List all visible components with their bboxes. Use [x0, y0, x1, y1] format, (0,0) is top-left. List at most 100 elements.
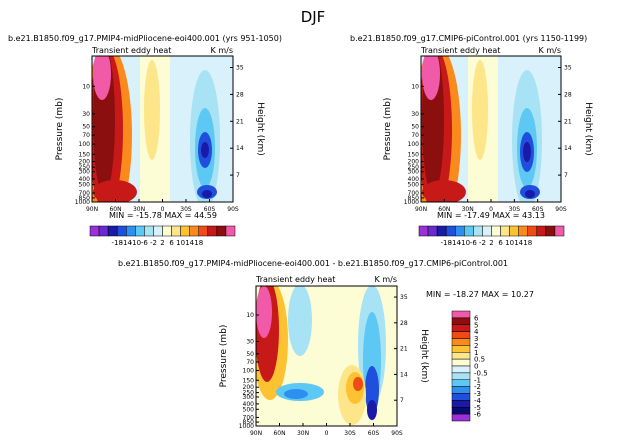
- colorbar-label: -6: [141, 239, 149, 247]
- colorbar-label: 18: [523, 239, 532, 247]
- y2-tick-label: 28: [400, 320, 408, 327]
- panel-2: b.e21.B1850.f09_g17.CMIP6-piControl.001 …: [350, 34, 593, 220]
- field-sh-warm-core: [353, 377, 363, 391]
- colorbar-label: -4: [474, 397, 482, 405]
- y-tick-label: 30: [246, 338, 254, 345]
- panel-1-y2label: Height (km): [255, 102, 265, 156]
- y-tick-label: 150: [79, 151, 91, 158]
- colorbar-swatch: [98, 225, 109, 237]
- y-tick-label: 850: [243, 419, 255, 426]
- colorbar-label: 10: [176, 239, 185, 247]
- x-tick-label: 30N: [133, 206, 145, 213]
- colorbar-label: 0.5: [474, 356, 485, 364]
- y2-tick-label: 14: [236, 145, 244, 152]
- colorbar-swatch: [536, 225, 547, 237]
- colorbar-swatch: [427, 225, 438, 237]
- y-tick-label: 150: [408, 151, 420, 158]
- colorbar-swatch: [482, 225, 492, 237]
- x-tick-label: 60N: [438, 206, 450, 213]
- colorbar-swatch: [198, 225, 209, 237]
- y-tick-label: 700: [79, 190, 91, 197]
- colorbar-swatch: [473, 225, 483, 237]
- y2-tick-label: 21: [400, 346, 408, 353]
- colorbar-label: 0: [474, 363, 478, 371]
- field-sh-surface-core: [202, 190, 212, 198]
- colorbar-swatch: [554, 225, 565, 237]
- field-sh-jet-core: [201, 142, 209, 158]
- y-tick-label: 200: [408, 159, 420, 166]
- colorbar-label: 5: [474, 321, 478, 329]
- y-tick-label: 10: [411, 83, 419, 90]
- colorbar-label: 4: [474, 328, 479, 336]
- colorbar-swatch: [527, 225, 538, 237]
- y-tick-label: 500: [243, 406, 255, 413]
- colorbar-label: 14: [185, 239, 194, 247]
- colorbar-label: 2: [489, 239, 493, 247]
- panel-3-title: b.e21.B1850.f09_g17.PMIP4-midPliocene-eo…: [118, 259, 508, 268]
- panel-2-stats: MIN = -17.49 MAX = 43.13: [437, 211, 545, 220]
- colorbar-swatch: [207, 225, 218, 237]
- panel-1-field: [92, 56, 233, 202]
- colorbar-swatch: [500, 225, 510, 237]
- colorbar-swatch: [545, 225, 556, 237]
- colorbar-label: 1: [474, 349, 478, 357]
- axis-ticks: 90N 60N 30N 0 30S 60S 90S103050701001502002503…: [75, 65, 572, 437]
- x-tick-label: 90N: [250, 430, 262, 437]
- y-tick-label: 1000: [75, 199, 90, 206]
- colorbar-swatch: [445, 225, 456, 237]
- colorbar-swatch: [451, 358, 471, 367]
- y-tick-label: 400: [243, 401, 255, 408]
- colorbar-label: -14: [121, 239, 133, 247]
- colorbar-swatch: [126, 225, 136, 237]
- field-nh-max: [93, 56, 111, 100]
- colorbar-swatch: [451, 317, 471, 325]
- y2-tick-label: 7: [400, 397, 404, 404]
- y-tick-label: 10: [246, 312, 254, 319]
- x-tick-label: 60N: [273, 430, 285, 437]
- y-tick-label: 30: [411, 111, 419, 118]
- colorbar-swatch: [451, 393, 471, 401]
- colorbar-label: -14: [450, 239, 462, 247]
- y-tick-label: 300: [408, 169, 420, 176]
- panel-2-ylabel: Pressure (mb): [383, 98, 393, 161]
- colorbar-label: -18: [440, 239, 451, 247]
- colorbar-label: -2: [479, 239, 486, 247]
- colorbar-label: 2: [160, 239, 164, 247]
- x-tick-label: 0: [161, 206, 165, 213]
- y-tick-label: 70: [411, 132, 419, 139]
- x-tick-label: 90N: [86, 206, 98, 213]
- colorbar-label: 6: [498, 239, 503, 247]
- y-tick-label: 250: [243, 390, 255, 397]
- panel-2-field: [421, 56, 561, 202]
- x-tick-label: 90N: [415, 206, 427, 213]
- field-sh-jet-core: [523, 142, 531, 162]
- y-tick-label: 500: [408, 182, 420, 189]
- y2-tick-label: 35: [564, 65, 572, 72]
- panel-3-stats: MIN = -18.27 MAX = 10.27: [426, 290, 534, 299]
- colorbar-swatch: [116, 225, 127, 237]
- panel-3-ylabel: Pressure (mb): [219, 325, 229, 388]
- y-tick-label: 500: [79, 182, 91, 189]
- colorbar-label: 18: [194, 239, 203, 247]
- x-tick-label: 0: [325, 430, 329, 437]
- y2-tick-label: 35: [400, 294, 408, 301]
- y-tick-label: 100: [79, 141, 91, 148]
- colorbar-label: -18: [111, 239, 122, 247]
- panel-2-title: b.e21.B1850.f09_g17.CMIP6-piControl.001 …: [350, 34, 587, 43]
- panel-3-right-label: K m/s: [375, 275, 397, 284]
- y-tick-label: 700: [243, 414, 255, 421]
- colorbar-swatch: [451, 400, 471, 408]
- y2-tick-label: 7: [564, 172, 568, 179]
- colorbar-swatch: [180, 225, 190, 237]
- field-sh-surface-core: [525, 190, 535, 198]
- y-tick-label: 100: [408, 141, 420, 148]
- x-tick-label: 60N: [109, 206, 121, 213]
- y2-tick-label: 21: [564, 118, 572, 125]
- colorbar-swatch: [451, 352, 471, 360]
- y2-tick-label: 7: [236, 172, 240, 179]
- panel-1-left-label: Transient eddy heat: [91, 46, 171, 55]
- colorbar-label: -0.5: [474, 369, 488, 377]
- colorbar-label: 6: [169, 239, 174, 247]
